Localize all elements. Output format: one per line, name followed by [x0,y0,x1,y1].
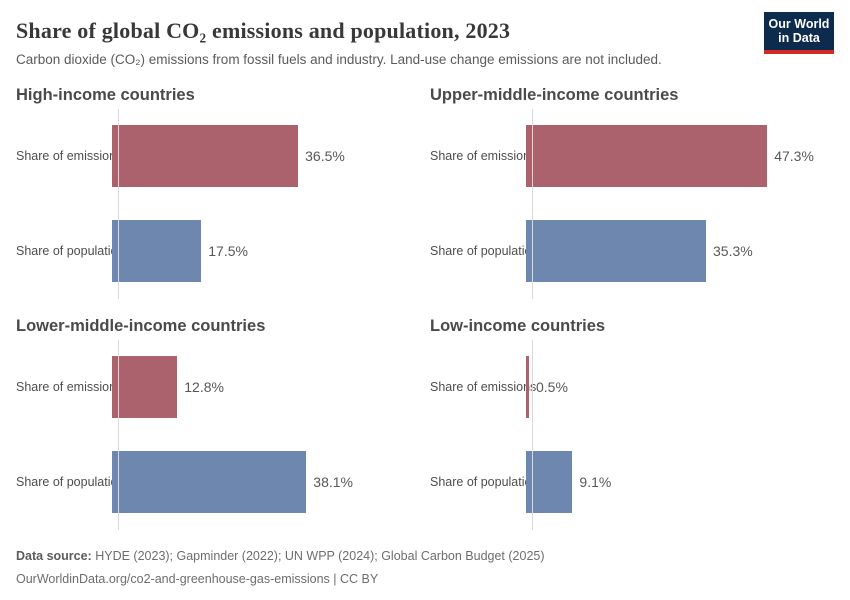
bar-row: Share of population 9.1% [430,451,834,514]
bar-row: Share of emissions 0.5% [430,356,834,419]
panel-high-income: High-income countries Share of emissions… [16,85,420,300]
bar-track: 38.1% [112,451,420,514]
bar-chart: Share of emissions 36.5% Share of popula… [16,109,420,300]
bar-track: 36.5% [112,125,420,188]
category-label: Share of emissions [16,380,123,395]
bar-track: 47.3% [526,125,834,188]
value-label: 35.3% [713,243,753,260]
value-label: 9.1% [579,474,612,491]
chart-subtitle: Carbon dioxide (CO₂) emissions from foss… [16,52,662,68]
y-axis-line [118,109,119,300]
chart-title: Share of global CO₂ emissions and popula… [16,18,511,43]
emissions-bar[interactable] [112,356,178,419]
category-label: Share of population [430,244,539,259]
value-label: 47.3% [774,148,814,165]
bar-track: 12.8% [112,356,420,419]
emissions-bar[interactable] [526,125,768,188]
y-axis-line [532,109,533,300]
panel-upper-middle-income: Upper-middle-income countries Share of e… [430,85,834,300]
panel-title: High-income countries [16,86,195,105]
y-axis-line [118,340,119,531]
owid-logo-line1: Our World [768,17,830,31]
data-source-text: HYDE (2023); Gapminder (2022); UN WPP (2… [95,549,545,564]
value-label: 17.5% [208,243,248,260]
category-label: Share of population [430,475,539,490]
value-label: 36.5% [305,148,345,165]
emissions-bar[interactable] [526,356,529,419]
panel-low-income: Low-income countries Share of emissions … [430,316,834,531]
bar-row: Share of emissions 36.5% [16,125,420,188]
bar-chart: Share of emissions 0.5% Share of populat… [430,340,834,531]
bar-row: Share of population 17.5% [16,220,420,283]
bar-row: Share of emissions 47.3% [430,125,834,188]
data-source-line: Data source: HYDE (2023); Gapminder (202… [16,545,834,568]
owid-logo-line2: in Data [778,31,820,46]
title-block: Share of global CO₂ emissions and popula… [16,12,662,69]
value-label: 12.8% [184,379,224,396]
bar-track: 17.5% [112,220,420,283]
bar-track: 35.3% [526,220,834,283]
category-label: Share of population [16,244,125,259]
category-label: Share of population [16,475,125,490]
category-label: Share of emissions [16,149,123,164]
population-bar[interactable] [112,451,307,514]
population-bar[interactable] [526,451,573,514]
population-bar[interactable] [526,220,707,283]
y-axis-line [532,340,533,531]
value-label: 38.1% [313,474,353,491]
bar-chart: Share of emissions 12.8% Share of popula… [16,340,420,531]
bar-chart: Share of emissions 47.3% Share of popula… [430,109,834,300]
population-bar[interactable] [112,220,202,283]
bar-track: 0.5% [526,356,834,419]
bar-row: Share of emissions 12.8% [16,356,420,419]
panel-title: Low-income countries [430,317,606,336]
footer: Data source: HYDE (2023); Gapminder (202… [16,545,834,591]
panel-title: Lower-middle-income countries [16,317,266,336]
footer-link[interactable]: OurWorldinData.org/co2-and-greenhouse-ga… [16,572,379,587]
panel-title: Upper-middle-income countries [430,86,679,105]
value-label: 0.5% [536,379,568,396]
bar-row: Share of population 38.1% [16,451,420,514]
panel-lower-middle-income: Lower-middle-income countries Share of e… [16,316,420,531]
emissions-bar[interactable] [112,125,299,188]
bar-row: Share of population 35.3% [430,220,834,283]
category-label: Share of emissions [430,149,537,164]
category-label: Share of emissions [430,380,537,395]
header: Share of global CO₂ emissions and popula… [16,12,834,69]
bar-track: 9.1% [526,451,834,514]
owid-logo[interactable]: Our World in Data [764,12,834,54]
data-source-label: Data source: [16,549,92,564]
panels-grid: High-income countries Share of emissions… [16,85,834,531]
